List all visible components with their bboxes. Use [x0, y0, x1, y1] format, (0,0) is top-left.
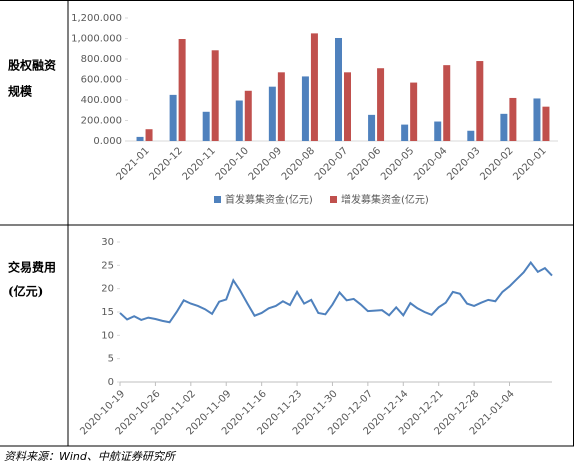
x-tick-label: 2020-11 — [181, 145, 218, 182]
y-tick-label: 400.000 — [81, 95, 122, 106]
bar — [467, 130, 475, 141]
row-label: 交易费用 — [8, 260, 56, 275]
bar — [244, 90, 252, 141]
bar — [500, 113, 508, 141]
bar — [434, 121, 442, 141]
x-tick-label: 2021-01 — [114, 145, 151, 182]
bar — [410, 82, 418, 141]
source: 资料来源：Wind、中航证券研究所 — [4, 450, 177, 463]
bar — [211, 50, 219, 141]
row-label: 规模 — [8, 84, 33, 99]
line — [119, 260, 553, 324]
x-tick-label: 2020-06 — [346, 145, 383, 182]
bar — [401, 124, 409, 141]
bar — [235, 100, 243, 141]
y-tick-label: 15 — [101, 307, 114, 318]
bar — [542, 106, 550, 141]
y-tick-label: 30 — [101, 237, 114, 248]
bar — [169, 94, 177, 141]
legend-label: 增发募集资金(亿元) — [341, 193, 429, 206]
y-tick-label: 5 — [108, 354, 114, 365]
x-tick-label: 2020-05 — [379, 145, 416, 182]
bar — [301, 76, 309, 141]
bar — [310, 33, 318, 141]
y-tick-label: 600.000 — [81, 75, 122, 86]
y-tick-label: 800.000 — [81, 54, 122, 65]
x-tick-label: 2020-10 — [214, 145, 251, 182]
legend-swatch — [214, 196, 221, 203]
y-tick-label: 200.000 — [81, 116, 122, 127]
y-tick-label: 25 — [101, 260, 114, 271]
bar — [509, 97, 517, 141]
row-label: 股权融资 — [8, 58, 56, 73]
bar — [145, 129, 153, 141]
y-tick-label: 1,000.000 — [71, 34, 122, 45]
legend-label: 首发募集资金(亿元) — [225, 193, 313, 206]
x-tick-label: 2020-08 — [280, 145, 317, 182]
x-tick-label: 2020-01 — [511, 145, 548, 182]
bar — [277, 72, 285, 141]
y-tick-label: 10 — [101, 330, 114, 341]
x-tick-label: 2020-04 — [412, 145, 449, 182]
y-tick-label: 1,200.000 — [71, 13, 122, 24]
y-tick-label: 0.000 — [93, 136, 122, 147]
y-tick-label: 20 — [101, 284, 114, 295]
bar — [178, 39, 186, 142]
bar — [377, 68, 385, 141]
bar — [344, 72, 351, 141]
x-tick-label: 2020-03 — [445, 145, 482, 182]
bar — [476, 61, 484, 141]
x-tick-label: 2020-09 — [247, 145, 284, 182]
x-tick-label: 2020-07 — [313, 145, 350, 182]
x-tick-label: 2020-02 — [478, 145, 515, 182]
legend-swatch — [330, 196, 337, 203]
row-label: (亿元) — [8, 284, 43, 299]
bar — [335, 37, 342, 141]
bar — [368, 114, 376, 141]
bar — [268, 86, 276, 141]
bar — [443, 65, 451, 141]
x-tick-label: 2020-12 — [148, 145, 185, 182]
bar — [136, 136, 144, 141]
bar — [202, 111, 210, 141]
y-tick-label: 0 — [108, 377, 114, 388]
bar — [533, 98, 541, 141]
